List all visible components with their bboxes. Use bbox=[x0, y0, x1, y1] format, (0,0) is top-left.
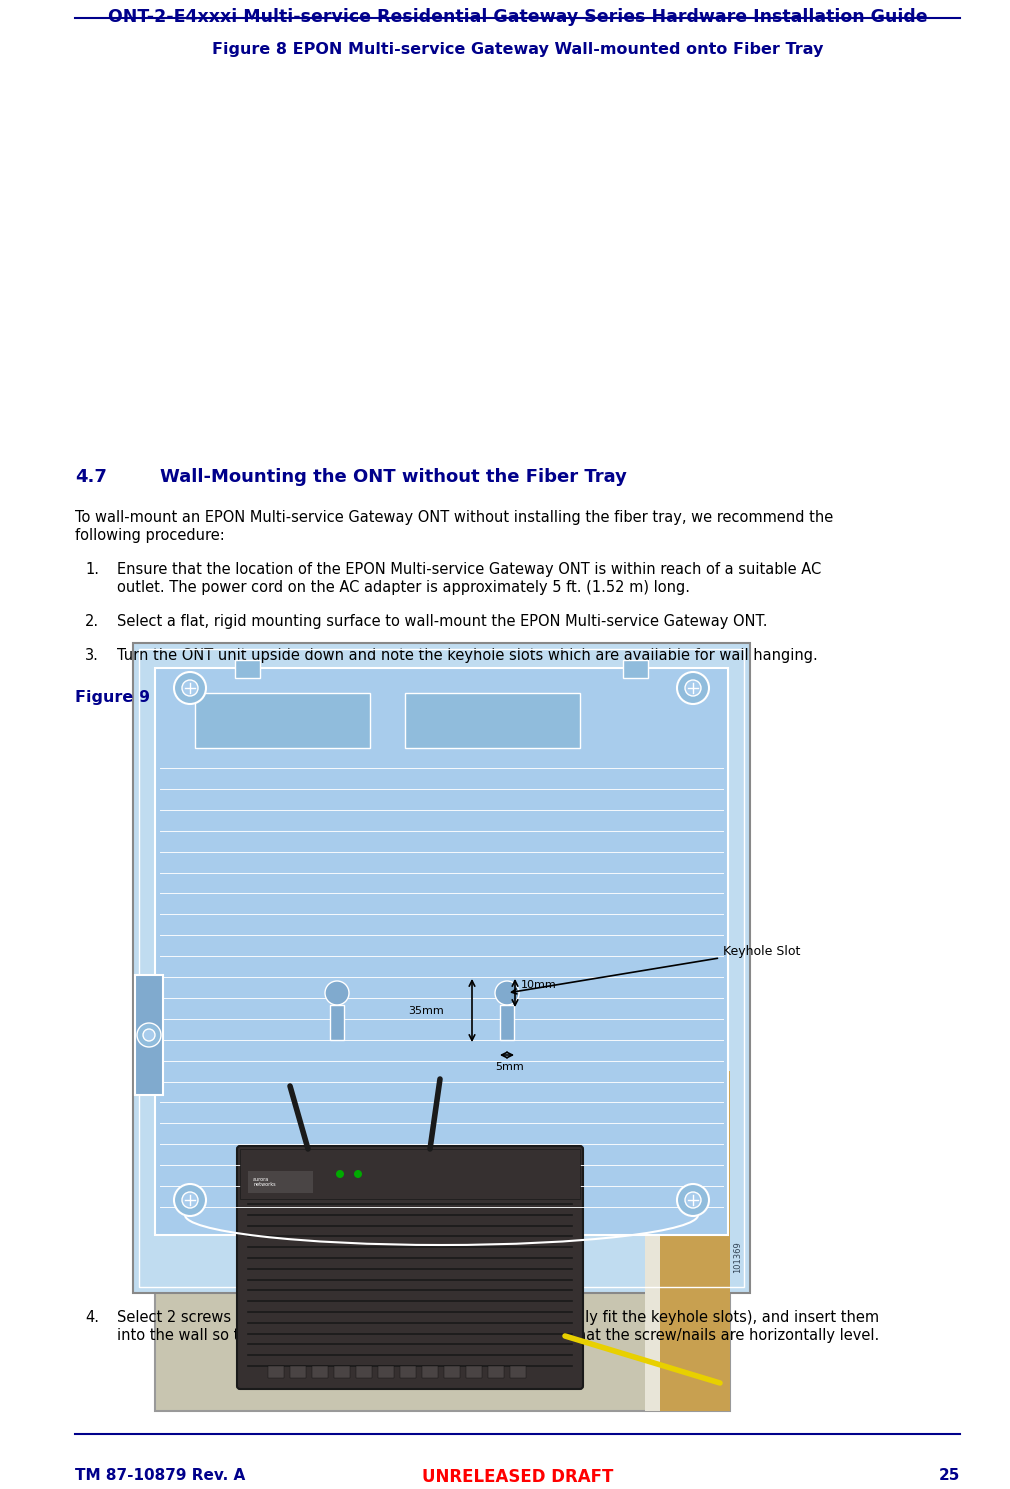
Bar bbox=[268, 1365, 284, 1377]
Text: TM 87-10879 Rev. A: TM 87-10879 Rev. A bbox=[75, 1468, 245, 1483]
Bar bbox=[444, 1365, 460, 1377]
Text: Ensure that the location of the EPON Multi-service Gateway ONT is within reach o: Ensure that the location of the EPON Mul… bbox=[117, 561, 821, 578]
Bar bbox=[500, 1005, 514, 1039]
Circle shape bbox=[677, 1184, 709, 1217]
Circle shape bbox=[182, 680, 198, 695]
Bar bbox=[135, 975, 163, 1094]
Bar bbox=[240, 1150, 580, 1199]
Bar bbox=[405, 692, 580, 747]
Text: 1.: 1. bbox=[85, 561, 99, 578]
Bar bbox=[235, 660, 260, 677]
Text: Wall-Mounting the ONT without the Fiber Tray: Wall-Mounting the ONT without the Fiber … bbox=[160, 468, 627, 485]
Bar bbox=[645, 1071, 660, 1412]
Text: Figure 8 EPON Multi-service Gateway Wall-mounted onto Fiber Tray: Figure 8 EPON Multi-service Gateway Wall… bbox=[212, 42, 823, 57]
Text: outlet. The power cord on the AC adapter is approximately 5 ft. (1.52 m) long.: outlet. The power cord on the AC adapter… bbox=[117, 581, 690, 596]
Bar bbox=[312, 1365, 328, 1377]
Text: 4.: 4. bbox=[85, 1310, 99, 1325]
Bar bbox=[466, 1365, 482, 1377]
Circle shape bbox=[495, 981, 519, 1005]
Circle shape bbox=[174, 672, 206, 704]
Bar bbox=[330, 1005, 344, 1039]
Text: Select 2 screws or nails (with heads appropriately sized to snugly fit the keyho: Select 2 screws or nails (with heads app… bbox=[117, 1310, 879, 1325]
Bar bbox=[133, 643, 750, 1292]
Circle shape bbox=[685, 680, 701, 695]
Bar bbox=[248, 1170, 313, 1193]
Text: aurora
networks: aurora networks bbox=[252, 1176, 276, 1187]
Circle shape bbox=[354, 1170, 362, 1178]
Bar bbox=[488, 1365, 504, 1377]
Bar bbox=[356, 1365, 372, 1377]
Text: Figure 9 Schematic of the Bottom of EPON Multi-service Gateway: Figure 9 Schematic of the Bottom of EPON… bbox=[75, 689, 666, 704]
Bar bbox=[623, 660, 648, 677]
Bar bbox=[400, 1365, 416, 1377]
Text: 3.: 3. bbox=[85, 648, 99, 663]
Text: To wall-mount an EPON Multi-service Gateway ONT without installing the fiber tra: To wall-mount an EPON Multi-service Gate… bbox=[75, 511, 833, 526]
Text: UNRELEASED DRAFT: UNRELEASED DRAFT bbox=[422, 1468, 613, 1486]
Bar bbox=[139, 649, 744, 1286]
Bar bbox=[195, 692, 370, 747]
Bar bbox=[155, 1071, 730, 1412]
Bar bbox=[510, 1365, 526, 1377]
Bar bbox=[422, 1365, 438, 1377]
Text: 2.: 2. bbox=[85, 613, 99, 628]
Text: 4.7: 4.7 bbox=[75, 468, 107, 485]
Text: 5mm: 5mm bbox=[496, 1062, 524, 1072]
Bar bbox=[378, 1365, 394, 1377]
Text: Keyhole Slot: Keyhole Slot bbox=[512, 944, 800, 993]
Circle shape bbox=[685, 1193, 701, 1208]
Bar bbox=[660, 1071, 730, 1412]
Text: Select a flat, rigid mounting surface to wall-mount the EPON Multi-service Gatew: Select a flat, rigid mounting surface to… bbox=[117, 613, 768, 628]
Text: into the wall so that they align with the keyhole slots. Ensure that the screw/n: into the wall so that they align with th… bbox=[117, 1328, 880, 1343]
Bar bbox=[290, 1365, 306, 1377]
Bar bbox=[155, 669, 728, 1234]
Bar bbox=[334, 1365, 350, 1377]
Text: 25: 25 bbox=[938, 1468, 960, 1483]
Circle shape bbox=[325, 981, 349, 1005]
Text: 35mm: 35mm bbox=[408, 1005, 444, 1015]
Circle shape bbox=[143, 1029, 155, 1041]
Text: following procedure:: following procedure: bbox=[75, 529, 225, 543]
Text: ONT-2-E4xxxi Multi-service Residential Gateway Series Hardware Installation Guid: ONT-2-E4xxxi Multi-service Residential G… bbox=[108, 7, 927, 25]
Circle shape bbox=[137, 1023, 161, 1047]
Text: 101369: 101369 bbox=[733, 1242, 742, 1273]
Circle shape bbox=[182, 1193, 198, 1208]
Circle shape bbox=[677, 672, 709, 704]
Text: Turn the ONT unit upside down and note the keyhole slots which are available for: Turn the ONT unit upside down and note t… bbox=[117, 648, 818, 663]
FancyBboxPatch shape bbox=[237, 1147, 583, 1389]
Circle shape bbox=[336, 1170, 344, 1178]
Circle shape bbox=[174, 1184, 206, 1217]
Text: 10mm: 10mm bbox=[521, 980, 557, 990]
